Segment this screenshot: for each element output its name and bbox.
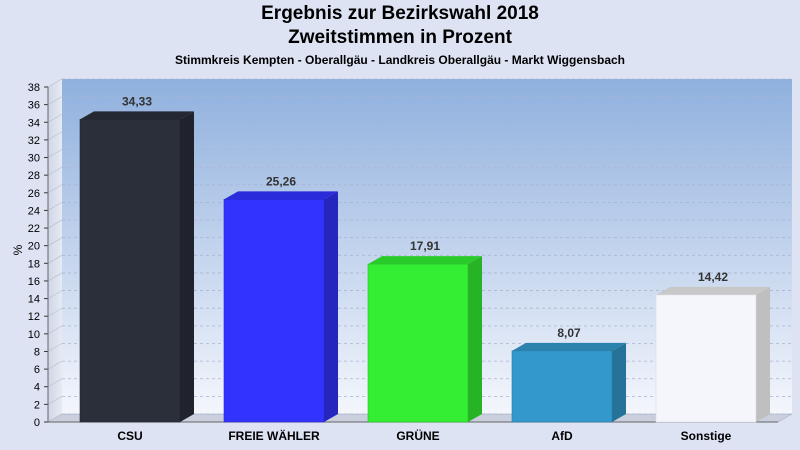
gridline-side <box>47 360 63 370</box>
chart-title: Ergebnis zur Bezirkswahl 2018 <box>261 3 539 24</box>
y-tick-label: 4 <box>34 382 40 394</box>
bar-csu <box>79 111 194 423</box>
x-tick-label: CSU <box>117 429 142 443</box>
y-tick-label: 16 <box>28 276 40 288</box>
data-label: 25,26 <box>266 174 296 188</box>
bar-front <box>367 263 469 423</box>
y-tick-label: 36 <box>28 100 40 112</box>
y-tick-label: 34 <box>28 117 40 129</box>
bar-top <box>80 111 194 120</box>
bar-side <box>324 191 338 422</box>
bar-side <box>468 256 482 422</box>
bar-side <box>180 111 194 423</box>
gridline-side <box>47 307 63 317</box>
y-tick-label: 14 <box>28 294 40 306</box>
gridline-side <box>47 396 63 405</box>
data-label: 14,42 <box>698 270 728 284</box>
chart-title-line2: Zweitstimmen in Prozent <box>288 27 512 48</box>
y-tick-label: 26 <box>28 188 40 200</box>
bar-gr-ne <box>367 256 482 423</box>
y-axis-label: % <box>11 244 25 255</box>
plot-side-wall <box>48 79 62 422</box>
gridline-side <box>47 325 63 335</box>
gridline-side <box>47 343 63 352</box>
data-label: 8,07 <box>557 326 581 340</box>
gridline-side <box>47 290 63 299</box>
bar-front <box>79 119 181 423</box>
bar-top <box>224 191 338 200</box>
gridline-side <box>47 219 63 229</box>
y-tick-label: 38 <box>28 82 40 94</box>
x-tick-label: AfD <box>551 429 573 443</box>
y-tick-label: 2 <box>34 399 40 411</box>
gridline-side <box>47 149 63 158</box>
gridline-side <box>47 131 63 141</box>
y-tick-label: 24 <box>28 205 40 217</box>
gridline-side <box>47 378 63 387</box>
chart-subtitle: Stimmkreis Kempten - Oberallgäu - Landkr… <box>175 53 625 67</box>
gridline-side <box>47 166 63 176</box>
gridline-side <box>47 96 63 105</box>
bar-top <box>656 286 770 295</box>
gridline-side <box>47 413 63 423</box>
y-tick-label: 30 <box>28 153 40 165</box>
bar-front <box>223 199 325 423</box>
bar-afd <box>511 342 626 423</box>
y-tick-label: 20 <box>28 241 40 253</box>
bar-freie-w-hler <box>223 191 338 423</box>
data-label: 17,91 <box>410 239 440 253</box>
gridline-side <box>47 202 63 211</box>
gridline-side <box>47 272 63 282</box>
gridline-side <box>47 78 63 88</box>
x-tick-label: Sonstige <box>681 429 732 443</box>
x-tick-label: GRÜNE <box>396 428 439 443</box>
y-tick-label: 12 <box>28 311 40 323</box>
bar-front <box>655 294 757 423</box>
bar-side <box>756 286 770 422</box>
y-tick-label: 18 <box>28 258 40 270</box>
gridline-side <box>47 237 63 246</box>
y-tick-label: 32 <box>28 135 40 147</box>
bar-top <box>368 256 482 265</box>
gridline-side <box>47 255 63 264</box>
bar-side <box>612 342 626 422</box>
data-label: 34,33 <box>122 94 152 108</box>
gridline-side <box>47 114 63 123</box>
bar-top <box>512 342 626 351</box>
y-tick-label: 28 <box>28 170 40 182</box>
y-tick-label: 0 <box>34 417 40 429</box>
y-tick-label: 8 <box>34 346 40 358</box>
y-tick-label: 10 <box>28 329 40 341</box>
y-tick-label: 6 <box>34 364 40 376</box>
x-tick-label: FREIE WÄHLER <box>228 428 320 443</box>
gridline-side <box>47 184 63 194</box>
bar-sonstige <box>655 286 770 423</box>
y-tick-label: 22 <box>28 223 40 235</box>
bar-front <box>511 350 613 423</box>
